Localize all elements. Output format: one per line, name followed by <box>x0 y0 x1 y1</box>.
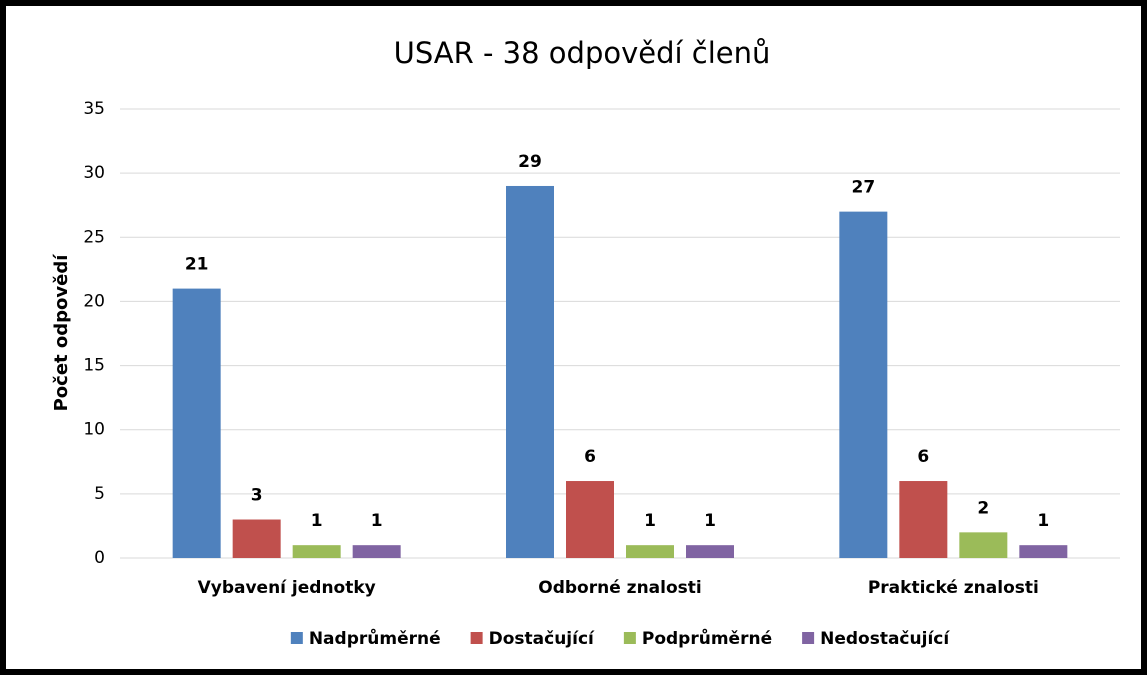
data-label: 1 <box>1037 511 1049 531</box>
y-tick-label: 0 <box>94 548 105 568</box>
bar <box>292 545 341 558</box>
legend-label: Nedostačující <box>820 629 950 649</box>
data-label: 6 <box>917 447 929 467</box>
bar <box>1019 545 1068 558</box>
bar <box>626 545 674 558</box>
y-tick-label: 15 <box>83 356 105 376</box>
y-tick-label: 20 <box>83 291 105 311</box>
data-label: 1 <box>644 511 656 531</box>
bar <box>959 532 1008 558</box>
y-tick-label: 10 <box>83 420 105 440</box>
legend-swatch <box>290 632 303 644</box>
y-tick-label: 35 <box>83 99 105 119</box>
data-label: 1 <box>704 511 716 531</box>
data-label: 27 <box>851 178 875 198</box>
y-tick-label: 5 <box>94 484 105 504</box>
bar <box>232 519 281 558</box>
x-tick-label: Vybavení jednotky <box>198 578 376 598</box>
legend-label: Nadprůměrné <box>309 627 441 649</box>
data-label: 21 <box>185 255 209 275</box>
data-label: 1 <box>371 511 383 531</box>
data-label: 1 <box>311 511 323 531</box>
legend-label: Podprůměrné <box>642 627 772 649</box>
bar <box>566 481 614 558</box>
bar <box>506 185 554 558</box>
bar <box>686 545 734 558</box>
bar <box>839 211 888 558</box>
bar <box>899 481 948 558</box>
legend-swatch <box>623 632 636 644</box>
x-tick-label: Odborné znalosti <box>538 578 701 598</box>
bar <box>352 545 401 558</box>
y-tick-label: 25 <box>83 227 105 247</box>
y-tick-label: 30 <box>83 163 105 183</box>
bar <box>172 288 221 558</box>
x-tick-label: Praktické znalosti <box>868 578 1039 598</box>
data-label: 6 <box>584 447 596 467</box>
y-axis-label: Počet odpovědí <box>51 254 72 412</box>
legend-swatch <box>802 632 815 644</box>
chart-title: USAR - 38 odpovědí členů <box>394 36 771 70</box>
data-label: 3 <box>251 486 263 506</box>
data-label: 29 <box>518 152 542 172</box>
legend-label: Dostačující <box>489 629 595 649</box>
data-label: 2 <box>977 498 989 518</box>
legend-swatch <box>470 632 483 644</box>
